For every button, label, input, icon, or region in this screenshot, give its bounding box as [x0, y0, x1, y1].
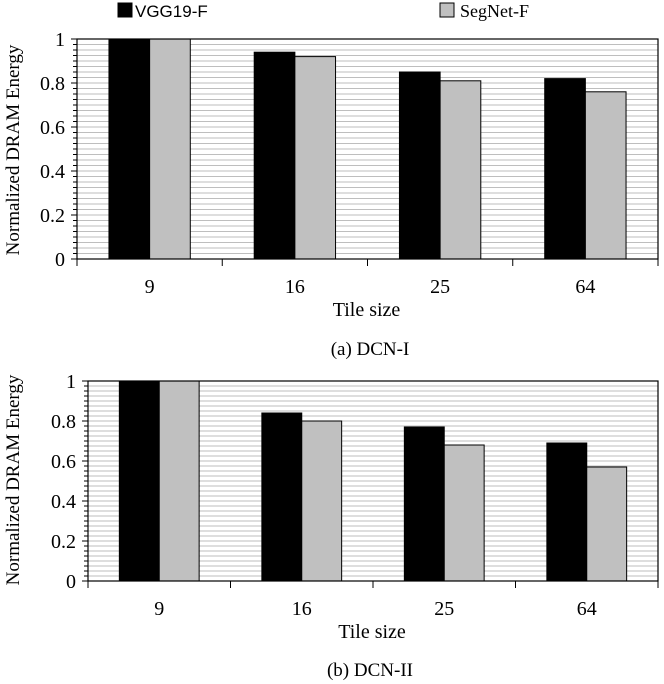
x-axis-title: Tile size — [333, 299, 401, 321]
y-tick-label: 0.2 — [40, 205, 65, 227]
bar-segnet-f-9 — [149, 38, 191, 260]
x-tick-labels: 9 16 25 64 — [145, 276, 596, 298]
x-tick-label: 16 — [285, 276, 305, 298]
bar-vgg19-f-64 — [544, 78, 586, 260]
caption-dcn-i: (a) DCN-I — [331, 339, 410, 360]
bar-segnet-f-64 — [584, 91, 627, 260]
y-tick-label: 0.4 — [51, 491, 76, 513]
bar-vgg19-f-25 — [403, 426, 445, 582]
y-axis-title: Normalized DRAM Energy — [3, 44, 24, 255]
x-tick-label: 9 — [154, 598, 164, 620]
bars — [118, 380, 628, 582]
x-tick-labels: 9 16 25 64 — [154, 598, 597, 620]
bar-segnet-f-25 — [439, 80, 482, 260]
legend-label-segnet-f: SegNet-F — [460, 1, 529, 21]
legend-swatch-vgg19-f — [117, 2, 133, 18]
legend-label-vgg19-f: VGG19-F — [135, 2, 208, 21]
chart-dcn-ii: 0 0.2 0.4 0.6 0.8 1 9 16 25 64 Tile size Normalized… — [3, 371, 659, 681]
bar-vgg19-f-64 — [546, 442, 588, 582]
y-tick-label: 0 — [55, 249, 65, 271]
y-tick-label: 0 — [66, 571, 76, 593]
bar-vgg19-f-25 — [398, 71, 441, 260]
y-tick-label: 1 — [66, 371, 76, 393]
x-axis-title: Tile size — [338, 621, 406, 643]
bar-segnet-f-25 — [443, 444, 485, 582]
y-tick-label: 0.6 — [40, 117, 65, 139]
bar-vgg19-f-16 — [261, 412, 303, 582]
bar-segnet-f-9 — [158, 380, 200, 582]
bar-vgg19-f-16 — [253, 51, 296, 260]
y-axis-ticks — [71, 38, 77, 260]
y-tick-label: 0.2 — [51, 531, 76, 553]
x-tick-label: 9 — [145, 276, 155, 298]
y-tick-label: 1 — [55, 29, 65, 51]
y-tick-label: 0.4 — [40, 161, 65, 183]
legend-swatch-segnet-f — [439, 2, 455, 18]
y-tick-label: 0.6 — [51, 451, 76, 473]
y-tick-label: 0.8 — [51, 411, 76, 433]
y-tick-label: 0.8 — [40, 73, 65, 95]
bar-segnet-f-16 — [294, 56, 337, 260]
y-axis-ticks — [82, 380, 88, 582]
bar-vgg19-f-9 — [118, 380, 160, 582]
y-tick-labels: 0 0.2 0.4 0.6 0.8 1 — [51, 371, 76, 593]
bars — [108, 38, 627, 260]
y-axis-title: Normalized DRAM Energy — [3, 374, 24, 585]
bar-vgg19-f-9 — [108, 38, 151, 260]
x-tick-label: 25 — [430, 276, 450, 298]
y-tick-labels: 0 0.2 0.4 0.6 0.8 1 — [40, 29, 65, 271]
x-tick-label: 64 — [577, 598, 597, 620]
chart-dcn-i: 0 0.2 0.4 0.6 0.8 1 9 16 25 64 Tile size Normalized… — [3, 29, 659, 360]
x-tick-label: 64 — [575, 276, 595, 298]
x-tick-label: 16 — [292, 598, 312, 620]
legend: VGG19-F SegNet-F — [117, 1, 529, 21]
caption-dcn-ii: (b) DCN-II — [327, 660, 413, 681]
bar-segnet-f-64 — [586, 466, 628, 582]
bar-segnet-f-16 — [301, 420, 343, 582]
x-tick-label: 25 — [434, 598, 454, 620]
